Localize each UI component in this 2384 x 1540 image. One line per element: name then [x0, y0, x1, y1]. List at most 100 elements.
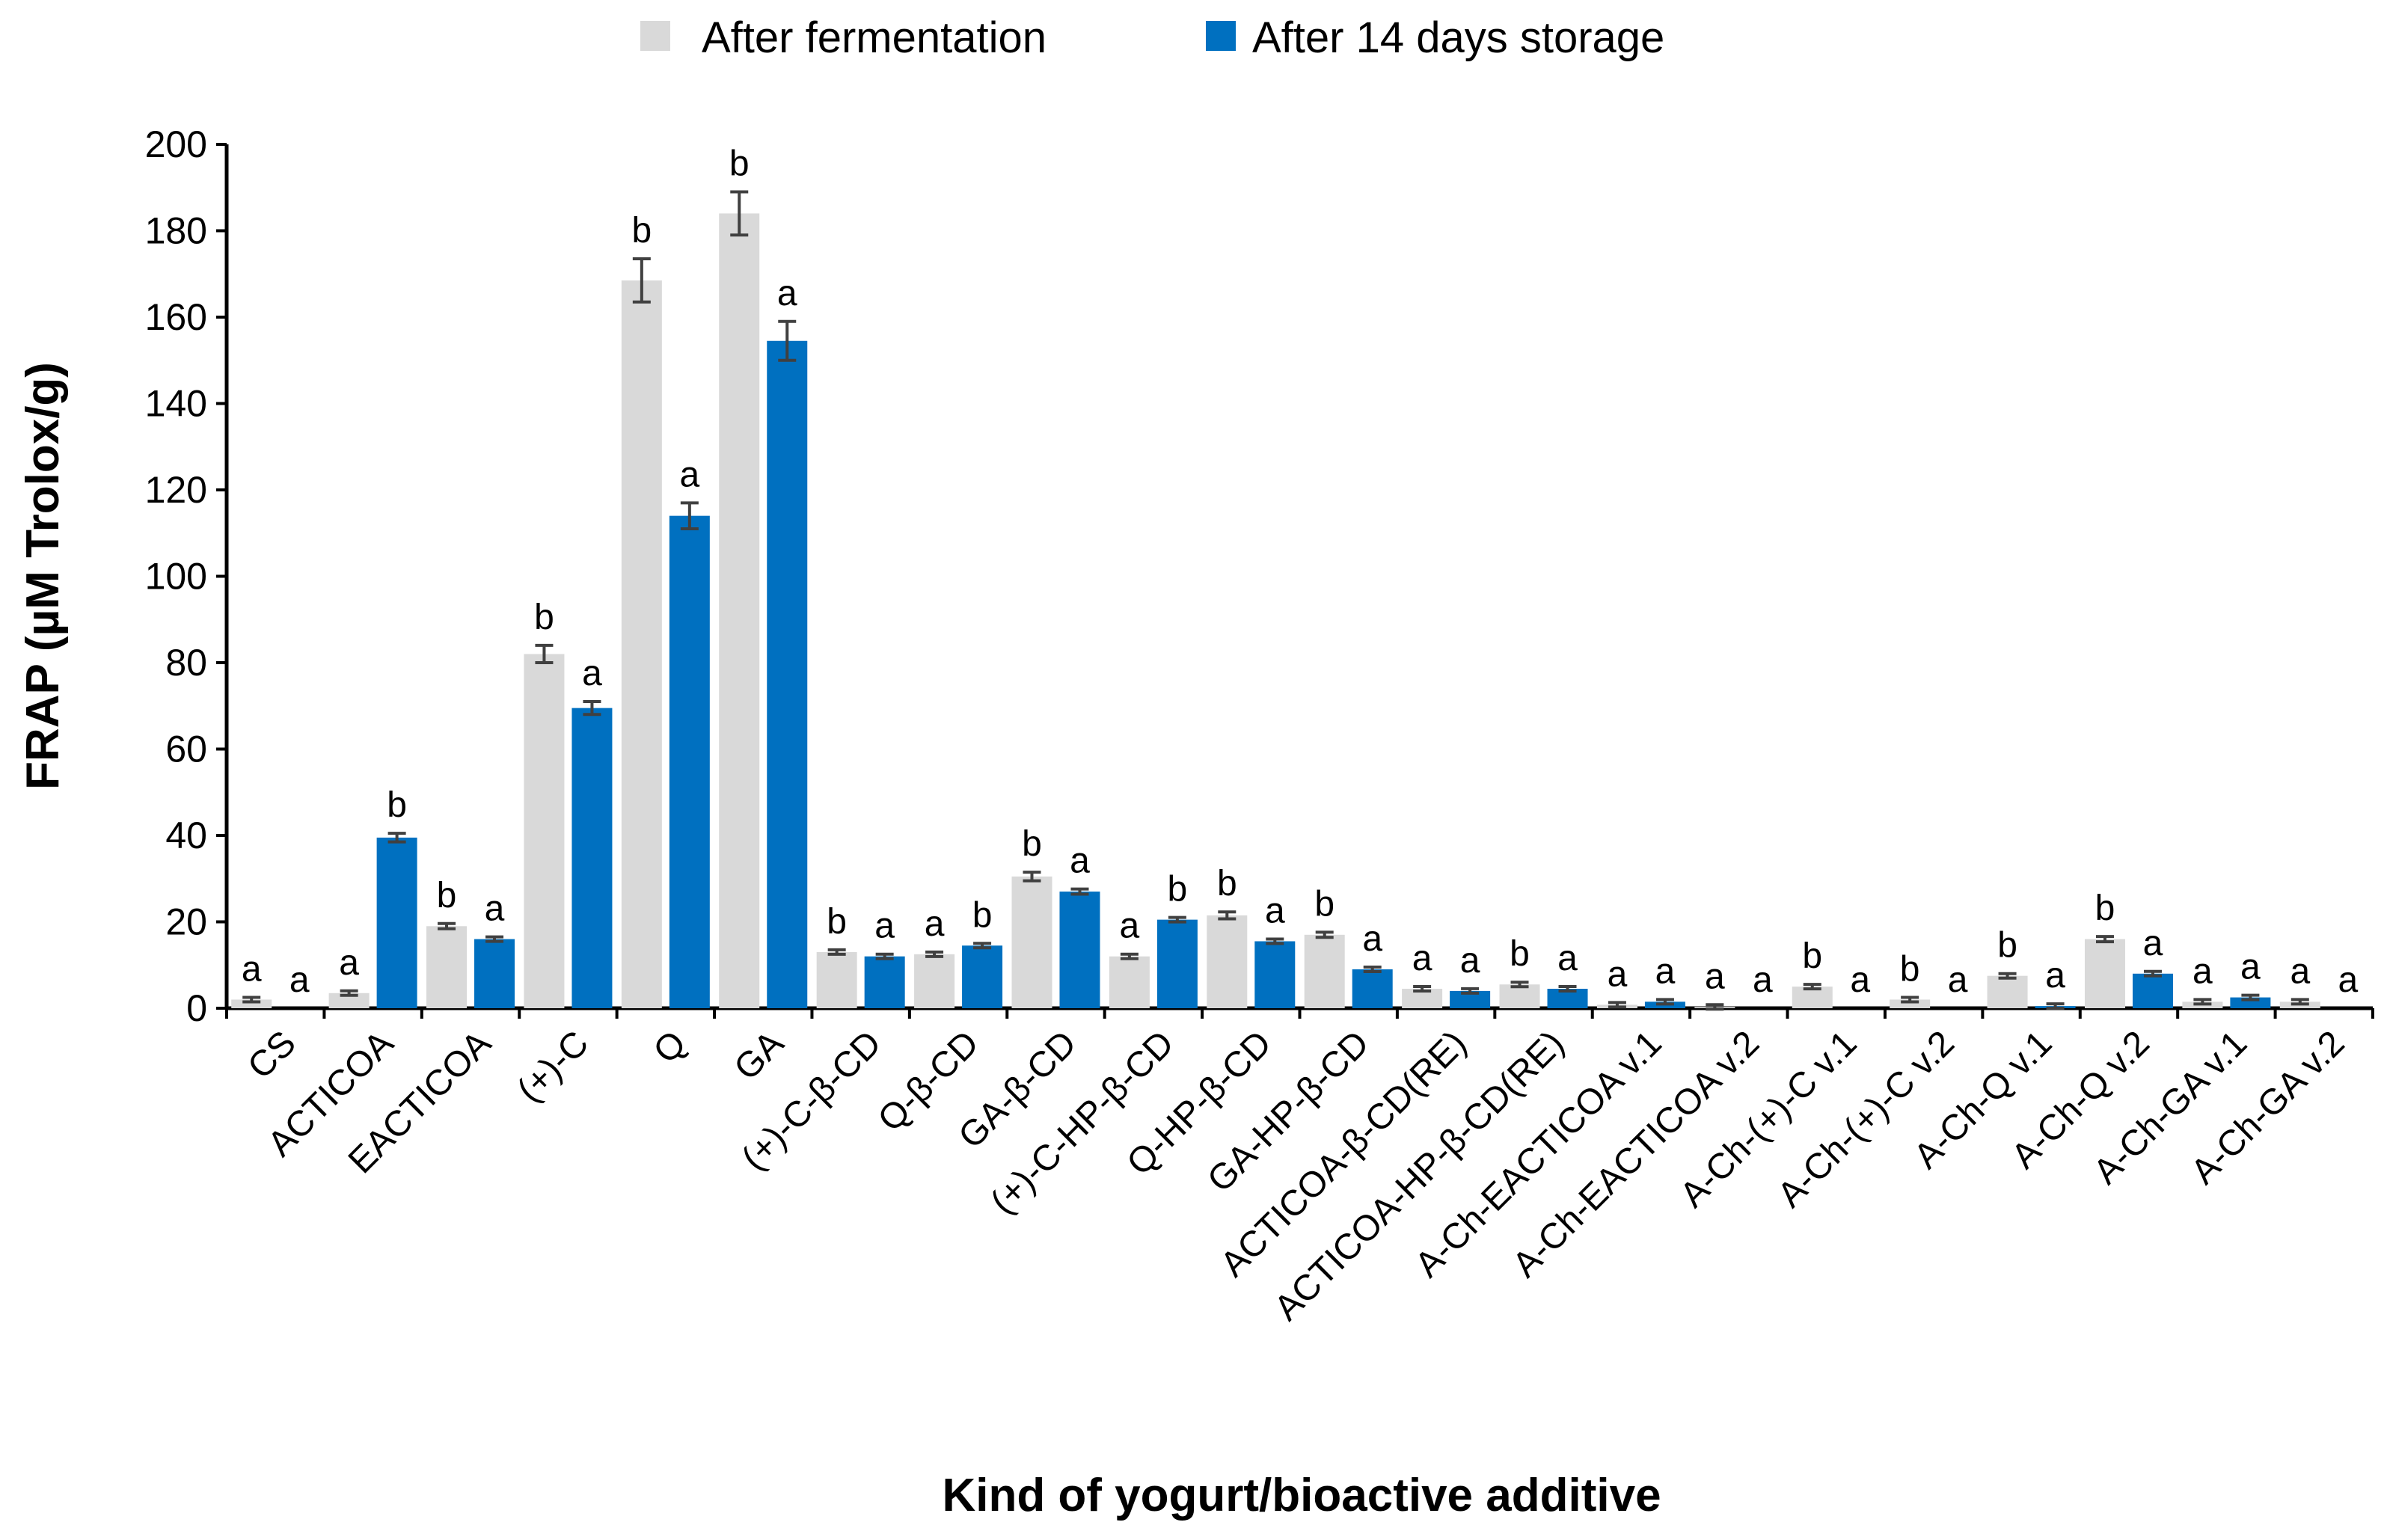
significance-letter: a	[1705, 957, 1725, 996]
error-bars	[242, 190, 2309, 1011]
bar-fermentation	[1304, 934, 1345, 1008]
bar-fermentation	[1207, 915, 1248, 1008]
y-tick-label: 20	[165, 901, 207, 943]
x-category-label: (+)-C	[509, 1023, 596, 1110]
significance-letter: a	[1948, 960, 1968, 1000]
significance-letter: b	[1022, 824, 1042, 864]
significance-letter: b	[827, 902, 847, 942]
significance-letter: a	[1120, 906, 1140, 946]
bar-fermentation	[426, 926, 468, 1008]
significance-letter: a	[2143, 924, 2163, 963]
x-category-label: A-Ch-(+)-C v.1	[1673, 1023, 1865, 1215]
x-category-label: GA	[727, 1023, 792, 1088]
bar-storage	[1254, 941, 1296, 1008]
significance-letter: a	[485, 889, 505, 929]
significance-letter: b	[972, 895, 993, 935]
legend-label-after-fermentation: After fermentation	[702, 13, 1047, 62]
bar-storage	[2230, 997, 2271, 1008]
y-tick-label: 40	[165, 815, 207, 856]
y-tick-label: 160	[145, 296, 207, 338]
significance-letter: b	[1314, 884, 1335, 924]
significance-letter: a	[1362, 919, 1382, 959]
significance-letter: a	[1265, 891, 1285, 930]
significance-letter: a	[925, 904, 945, 944]
bar-fermentation	[1890, 999, 1931, 1008]
significance-letter: a	[1412, 939, 1432, 978]
bar-fermentation	[719, 213, 760, 1008]
bar-fermentation	[621, 280, 662, 1009]
x-category-label: A-Ch-(+)-C v.2	[1770, 1023, 1962, 1215]
significance-letter: b	[1997, 926, 2017, 966]
bar-fermentation	[1987, 975, 2028, 1008]
significance-letter: a	[1608, 954, 1628, 994]
significance-letter: a	[1070, 841, 1090, 881]
significance-letter: a	[777, 274, 797, 313]
significance-letter: b	[729, 144, 750, 184]
significance-letter: a	[874, 906, 895, 946]
bar-fermentation	[914, 954, 955, 1008]
significance-letter: b	[1802, 936, 1822, 976]
y-tick-labels: 0 20 40 60 80 100 120 140 160 180 200	[145, 123, 207, 1029]
y-tick-label: 60	[165, 728, 207, 770]
significance-letter: a	[2290, 951, 2310, 991]
legend: After fermentation After 14 days storage	[640, 13, 1664, 62]
bar-fermentation	[1499, 984, 1540, 1008]
bar-storage	[474, 939, 515, 1008]
y-tick-label: 0	[186, 987, 207, 1029]
significance-letter: a	[1655, 951, 1676, 991]
significance-letter: a	[679, 455, 699, 494]
bar-fermentation	[2084, 939, 2125, 1008]
bar-fermentation	[231, 999, 272, 1008]
legend-swatch-after-14-days-storage	[1206, 21, 1236, 51]
significance-letter: b	[1168, 870, 1188, 909]
bar-storage	[1352, 969, 1393, 1008]
x-axis-title: Kind of yogurt/bioactive additive	[942, 1470, 1661, 1521]
significance-letter: b	[631, 211, 652, 251]
y-axis-title: FRAP (µM Trolox/g)	[17, 362, 69, 790]
bar-storage	[864, 956, 905, 1008]
significance-letter: a	[1753, 960, 1773, 1000]
significance-letter: b	[387, 785, 407, 825]
x-category-label: Q	[646, 1023, 694, 1071]
bar-fermentation	[524, 654, 565, 1008]
legend-swatch-after-fermentation	[640, 21, 670, 51]
bar-storage	[1156, 919, 1198, 1008]
significance-letter: a	[2240, 948, 2261, 987]
bar-storage	[376, 837, 417, 1008]
bar-storage	[1450, 990, 1491, 1008]
bar-fermentation	[328, 993, 370, 1008]
significance-letter: a	[1557, 939, 1578, 978]
significance-letter: a	[1850, 960, 1870, 1000]
y-tick-label: 100	[145, 556, 207, 598]
bar-storage	[669, 515, 710, 1008]
significance-letter: b	[534, 598, 554, 637]
bar-storage	[572, 708, 613, 1008]
x-category-label: CS	[240, 1023, 304, 1087]
y-tick-label: 120	[145, 469, 207, 511]
bar-fermentation	[1011, 876, 1052, 1008]
bar-storage	[2132, 973, 2173, 1008]
significance-letter: a	[242, 949, 262, 989]
bar-fermentation	[1109, 956, 1150, 1008]
y-tick-label: 140	[145, 383, 207, 425]
bar-storage	[767, 340, 808, 1008]
y-tick-label: 80	[165, 642, 207, 684]
significance-letter: a	[289, 960, 310, 1000]
significance-letter: b	[1510, 934, 1530, 974]
significance-letter: b	[437, 876, 457, 915]
significance-letter: a	[582, 654, 602, 693]
bar-storage	[962, 945, 1003, 1008]
bar-fermentation	[816, 951, 857, 1008]
significance-letter: a	[2338, 960, 2358, 1000]
significance-letter: b	[1900, 949, 1920, 989]
significance-letter: b	[1217, 864, 1237, 904]
legend-label-after-14-days-storage: After 14 days storage	[1252, 13, 1664, 62]
significance-letter: a	[2193, 951, 2213, 991]
significance-letter: b	[2095, 889, 2115, 928]
bar-storage	[1059, 892, 1100, 1008]
y-tick-label: 180	[145, 210, 207, 252]
significance-letter: a	[1460, 941, 1480, 981]
significance-letter: a	[2045, 956, 2065, 996]
